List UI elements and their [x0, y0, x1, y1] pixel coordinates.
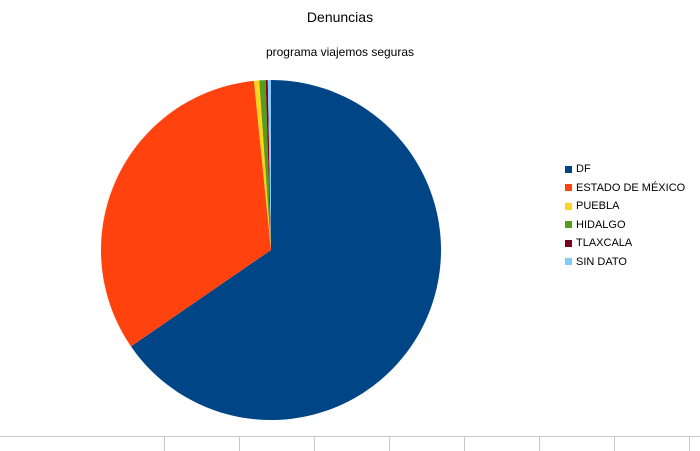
chart-subtitle: programa viajemos seguras [265, 45, 415, 59]
grid-tick [539, 437, 540, 451]
pie-slice-df [130, 80, 442, 420]
legend-item: ESTADO DE MÉXICO [565, 179, 685, 198]
legend-label: DF [576, 163, 591, 176]
pie-slice-hidalgo [259, 80, 271, 250]
legend-item: TLAXCALA [565, 234, 685, 253]
grid-tick [614, 437, 615, 451]
legend-swatch [565, 239, 572, 247]
legend-item: DF [565, 160, 685, 179]
legend-item: SIN DATO [565, 253, 685, 272]
legend-swatch [565, 221, 572, 229]
legend-label: PUEBLA [576, 200, 620, 213]
legend-swatch [565, 184, 572, 192]
pie-slice-estado-de-m-xico [101, 80, 271, 347]
legend: DF ESTADO DE MÉXICO PUEBLA HIDALGO TLAXCALA S… [565, 160, 685, 271]
pie-slice-puebla [253, 80, 271, 250]
legend-label: HIDALGO [576, 218, 626, 231]
grid-tick [314, 437, 315, 451]
chart-title: Denuncias [306, 9, 374, 25]
grid-tick [239, 437, 240, 451]
legend-label: SIN DATO [576, 255, 627, 268]
pie-slice-tlaxcala [265, 80, 271, 250]
legend-swatch [565, 258, 572, 266]
legend-item: PUEBLA [565, 197, 685, 216]
grid-tick [689, 437, 690, 451]
legend-swatch [565, 165, 572, 173]
grid-tick [464, 437, 465, 451]
spreadsheet-grid-strip [0, 436, 700, 451]
grid-tick [164, 437, 165, 451]
legend-item: HIDALGO [565, 216, 685, 235]
legend-swatch [565, 202, 572, 210]
grid-tick [389, 437, 390, 451]
pie-slice-sin-dato [267, 80, 271, 250]
legend-label: ESTADO DE MÉXICO [576, 181, 686, 194]
legend-label: TLAXCALA [576, 237, 633, 250]
